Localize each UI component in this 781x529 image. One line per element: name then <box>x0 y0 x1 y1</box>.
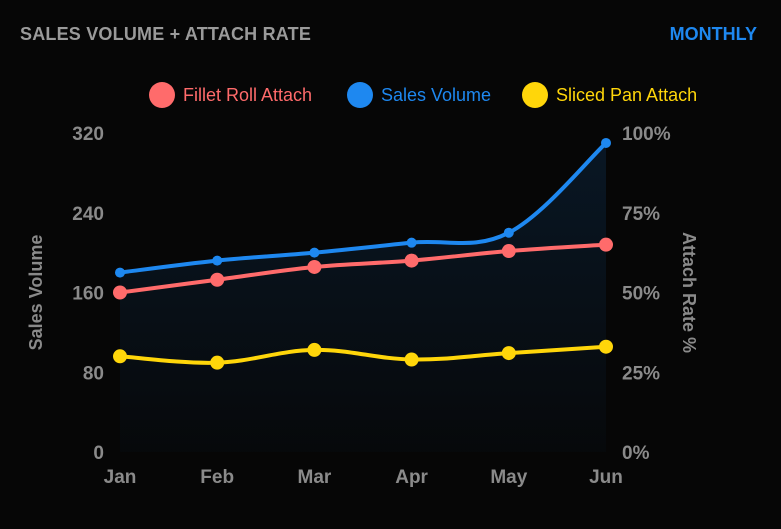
y-axis-left: 0 80 160 240 320 Sales Volume <box>26 124 104 464</box>
sales-volume-point <box>115 267 125 278</box>
x-tick-label: Apr <box>395 467 428 488</box>
fillet-roll-attach-point <box>404 253 419 268</box>
fillet-roll-attach-point <box>599 237 613 252</box>
legend: Fillet Roll Attach Sales Volume Sliced Pan… <box>149 82 697 108</box>
fillet-roll-attach-point <box>307 259 322 274</box>
fillet-roll-attach-point <box>113 285 127 300</box>
x-tick-label: Mar <box>298 467 332 488</box>
fillet-roll-attach-point <box>501 244 516 259</box>
y-left-axis-title: Sales Volume <box>26 235 46 351</box>
chart-title: SALES VOLUME + ATTACH RATE <box>20 24 312 44</box>
sales-volume-point <box>212 255 223 266</box>
legend-label-sliced-pan-attach: Sliced Pan Attach <box>556 85 697 105</box>
sliced-pan-attach-point <box>210 355 225 370</box>
legend-swatch-sliced-pan-attach <box>522 82 548 108</box>
sliced-pan-attach-line <box>118 344 608 365</box>
legend-swatch-sales-volume <box>347 82 373 108</box>
y-right-tick-label: 0% <box>622 443 650 464</box>
fillet-roll-attach-line <box>118 242 608 295</box>
chart-header: SALES VOLUME + ATTACH RATE MONTHLY <box>0 0 781 70</box>
sliced-pan-attach-point <box>404 352 419 367</box>
sales-volume-area <box>120 142 606 452</box>
y-right-tick-label: 50% <box>622 284 660 305</box>
sales-volume-point <box>601 137 611 148</box>
y-right-tick-label: 75% <box>622 204 660 225</box>
y-left-tick-label: 320 <box>72 124 104 145</box>
sales-volume-point <box>309 247 320 258</box>
y-left-tick-label: 240 <box>72 204 104 225</box>
y-right-tick-label: 100% <box>622 124 671 145</box>
x-axis: Jan Feb Mar Apr May Jun <box>104 467 623 488</box>
legend-label-sales-volume: Sales Volume <box>381 85 491 105</box>
y-left-tick-label: 160 <box>72 284 104 305</box>
y-left-tick-label: 80 <box>83 363 104 384</box>
sales-volume-line <box>118 140 608 275</box>
y-right-axis-title: Attach Rate % <box>679 232 699 353</box>
y-right-tick-label: 25% <box>622 363 660 384</box>
fillet-roll-attach-point <box>210 272 225 287</box>
y-axis-right: 0% 25% 50% 75% 100% Attach Rate % <box>622 124 699 464</box>
plot-area <box>113 137 613 452</box>
sales-volume-point <box>503 227 514 238</box>
legend-label-fillet-roll-attach: Fillet Roll Attach <box>183 85 312 105</box>
x-tick-label: May <box>490 467 527 488</box>
sliced-pan-attach-point <box>307 342 322 357</box>
x-tick-label: Jun <box>589 467 623 488</box>
x-tick-label: Feb <box>200 467 234 488</box>
period-selector-monthly[interactable]: MONTHLY <box>669 24 757 44</box>
sales-volume-point <box>406 237 417 248</box>
sliced-pan-attach-point <box>599 339 613 354</box>
legend-swatch-fillet-roll-attach <box>149 82 175 108</box>
x-tick-label: Jan <box>104 467 137 488</box>
sliced-pan-attach-point <box>501 346 516 361</box>
y-left-tick-label: 0 <box>93 443 104 464</box>
sliced-pan-attach-point <box>113 349 127 364</box>
